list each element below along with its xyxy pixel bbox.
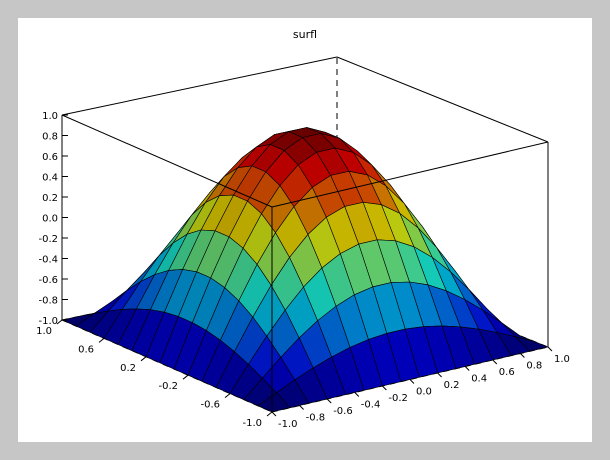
box-edge bbox=[271, 346, 549, 413]
axes-box-front bbox=[61, 114, 549, 413]
tick-mark bbox=[140, 356, 147, 362]
tick-label: -0.2 bbox=[38, 234, 58, 245]
box-edge bbox=[61, 56, 338, 116]
box-edge bbox=[336, 56, 549, 143]
tick-label: -0.8 bbox=[306, 413, 326, 424]
tick-mark bbox=[354, 392, 360, 397]
tick-mark bbox=[98, 338, 105, 343]
tick-label: -1.0 bbox=[242, 418, 262, 429]
tick-label: 0.8 bbox=[526, 361, 542, 372]
surface-mesh bbox=[61, 127, 549, 413]
tick-label: -0.4 bbox=[361, 400, 381, 411]
tick-mark bbox=[271, 411, 277, 417]
tick-label: 0.0 bbox=[42, 214, 58, 225]
tick-label: -0.6 bbox=[38, 275, 58, 286]
tick-label: -0.8 bbox=[38, 296, 58, 307]
tick-label: -1.0 bbox=[278, 419, 298, 430]
tick-mark bbox=[182, 374, 189, 380]
tick-label: -0.6 bbox=[200, 400, 220, 411]
tick-mark bbox=[409, 379, 415, 384]
chart-title: surfl bbox=[293, 28, 317, 41]
tick-label: 0.8 bbox=[42, 132, 58, 143]
tick-label: 0.4 bbox=[42, 173, 58, 184]
tick-mark bbox=[299, 405, 304, 410]
tick-label: 0.2 bbox=[444, 380, 460, 391]
tick-label: -0.6 bbox=[333, 406, 353, 417]
tick-label: 0.4 bbox=[471, 374, 487, 385]
tick-label: 1.0 bbox=[42, 111, 58, 122]
tick-mark bbox=[326, 398, 332, 404]
tick-mark bbox=[437, 372, 442, 378]
box-edge bbox=[271, 141, 549, 208]
tick-label: 0.2 bbox=[42, 193, 58, 204]
axis-ticks: 1.00.80.60.40.20.0-0.2-0.4-0.6-0.8-1.01.… bbox=[36, 111, 570, 430]
tick-mark bbox=[56, 319, 63, 325]
box-edge bbox=[61, 319, 273, 413]
tick-mark bbox=[492, 359, 498, 365]
tick-label: 0.2 bbox=[120, 363, 136, 374]
tick-label: -0.2 bbox=[158, 381, 178, 392]
tick-label: -1.0 bbox=[38, 316, 58, 327]
tick-label: 0.6 bbox=[42, 152, 58, 163]
tick-label: 0.6 bbox=[499, 367, 515, 378]
tick-mark bbox=[520, 353, 525, 358]
tick-mark bbox=[547, 346, 553, 352]
tick-label: -0.4 bbox=[38, 255, 58, 266]
tick-label: 0.0 bbox=[416, 387, 432, 398]
tick-label: 1.0 bbox=[554, 354, 570, 365]
tick-mark bbox=[382, 385, 387, 391]
tick-mark bbox=[266, 411, 273, 417]
tick-label: -0.2 bbox=[388, 393, 408, 404]
tick-label: 0.6 bbox=[78, 344, 94, 355]
tick-label: 1.0 bbox=[36, 326, 52, 337]
tick-mark bbox=[464, 366, 470, 371]
box-edge bbox=[61, 114, 273, 208]
tick-mark bbox=[224, 393, 231, 398]
